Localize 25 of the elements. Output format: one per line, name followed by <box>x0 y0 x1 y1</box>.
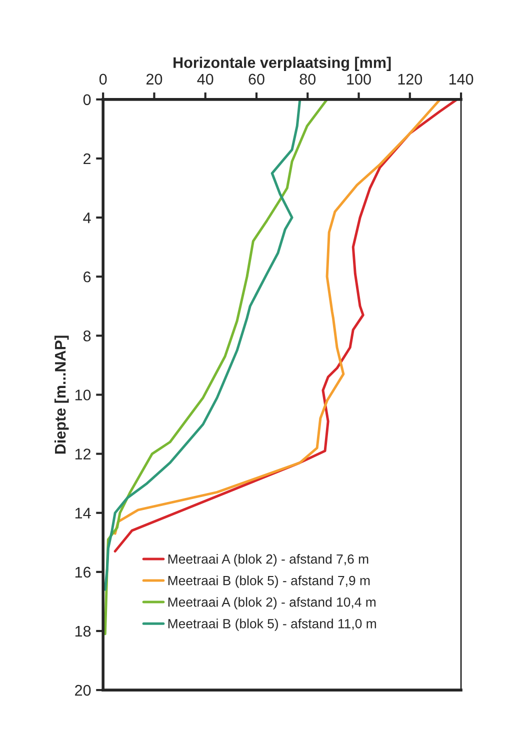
x-tick-label: 0 <box>99 74 107 85</box>
x-tick-label: 20 <box>146 74 162 85</box>
legend-label: Meetraai A (blok 2) - afstand 10,4 m <box>168 597 376 610</box>
y-tick-label: 4 <box>83 212 91 224</box>
y-tick-label: 0 <box>83 94 91 106</box>
y-tick-label: 12 <box>75 448 91 460</box>
x-tick-label: 80 <box>300 74 316 85</box>
y-tick-label: 8 <box>83 330 91 342</box>
legend-label: Meetraai A (blok 2) - afstand 7,6 m <box>168 554 368 566</box>
y-tick-label: 20 <box>75 684 91 696</box>
y-tick-label: 6 <box>84 271 91 282</box>
y-tick-label: 16 <box>75 566 91 578</box>
y-axis-title: Diepte [m...NAP] <box>54 336 69 454</box>
x-tick-label: 140 <box>449 74 474 85</box>
x-tick-label: 40 <box>197 74 214 85</box>
y-tick-label: 18 <box>75 626 91 637</box>
x-axis-title: Horizontale verplaatsing [mm] <box>174 56 391 72</box>
y-tick-label: 2 <box>84 153 91 164</box>
x-tick-label: 60 <box>248 74 264 85</box>
legend-label: Meetraai B (blok 5) - afstand 7,9 m <box>168 576 370 588</box>
y-tick-label: 14 <box>75 508 91 518</box>
x-tick-label: 100 <box>347 74 371 85</box>
x-tick-label: 120 <box>398 74 422 85</box>
y-tick-label: 10 <box>75 390 91 400</box>
legend-label: Meetraai B (blok 5) - afstand 11,0 m <box>168 618 376 631</box>
